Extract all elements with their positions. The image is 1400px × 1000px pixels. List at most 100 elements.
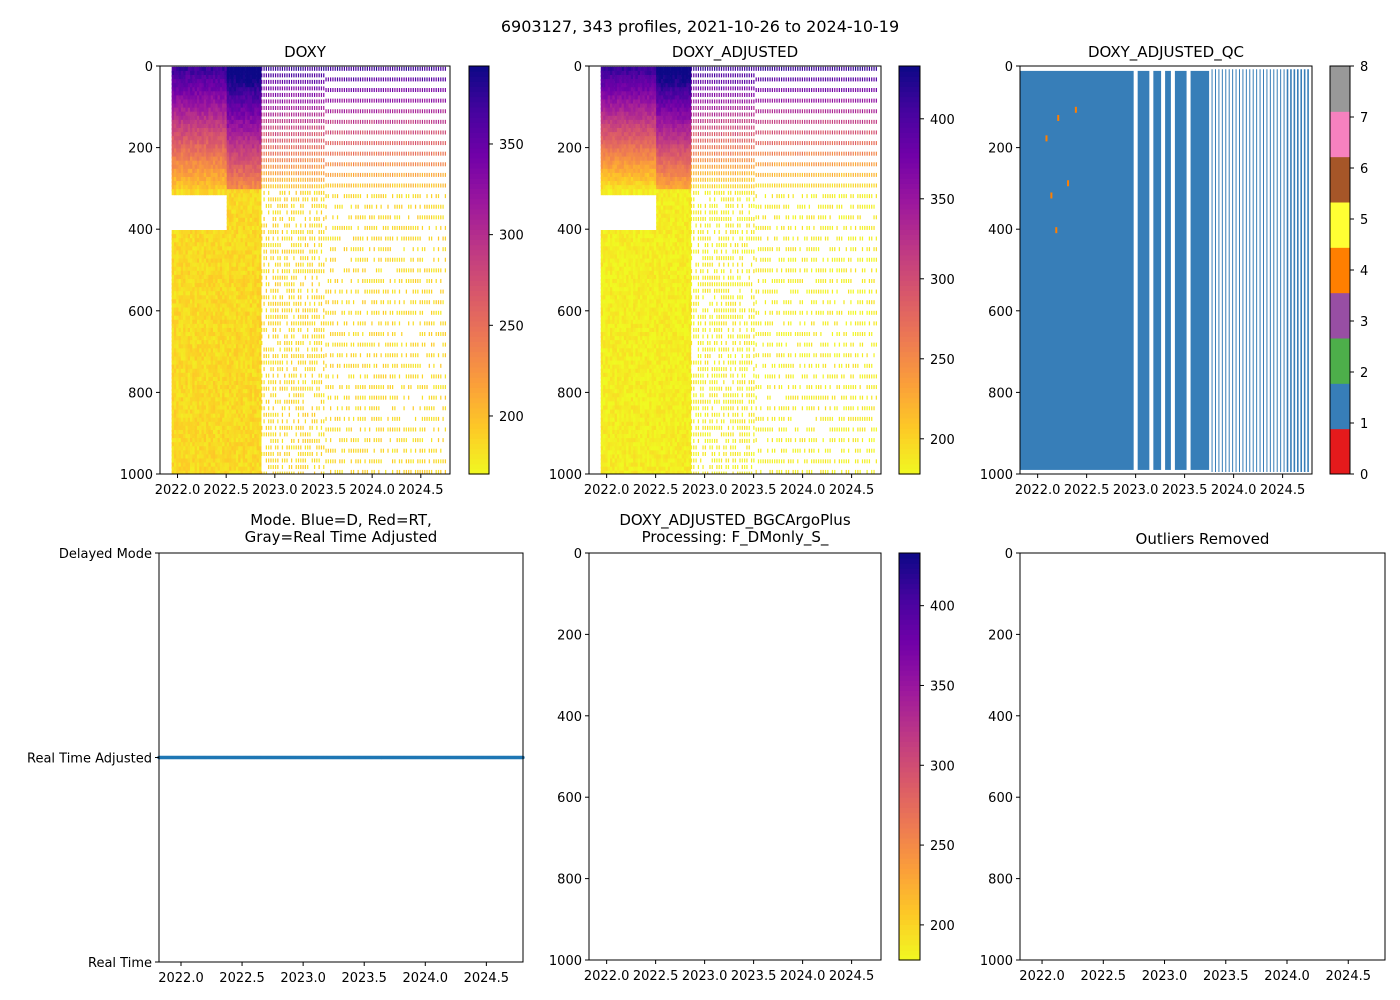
- heatmap-cell: [187, 332, 191, 339]
- heatmap-cell: [229, 238, 232, 245]
- heatmap-cell: [277, 112, 279, 117]
- heatmap-cell: [247, 181, 251, 188]
- heatmap-cell: [192, 454, 195, 461]
- heatmap-cell: [258, 193, 262, 200]
- heatmap-cell: [171, 372, 175, 379]
- heatmap-cell: [199, 172, 202, 179]
- heatmap-cell: [178, 119, 182, 126]
- heatmap-cell: [274, 197, 277, 202]
- heatmap-cell: [254, 193, 257, 200]
- heatmap-cell: [190, 123, 193, 130]
- heatmap-cell: [187, 466, 191, 473]
- heatmap-cell: [187, 319, 191, 326]
- heatmap-cell: [254, 258, 257, 265]
- heatmap-cell: [297, 86, 300, 91]
- heatmap-cell: [270, 367, 272, 372]
- heatmap-cell: [176, 254, 179, 261]
- heatmap-cell: [240, 217, 244, 224]
- heatmap-cell: [254, 348, 257, 355]
- heatmap-cell: [293, 145, 295, 150]
- heatmap-cell: [212, 287, 216, 294]
- heatmap-cell: [219, 450, 223, 457]
- heatmap-cell: [217, 152, 221, 159]
- heatmap-cell: [171, 295, 175, 302]
- heatmap-cell: [256, 79, 260, 86]
- heatmap-cell: [176, 327, 179, 334]
- heatmap-cell: [215, 303, 218, 310]
- heatmap-cell: [302, 138, 304, 143]
- heatmap-cell: [199, 283, 202, 290]
- heatmap-cell: [224, 250, 228, 257]
- heatmap-cell: [183, 352, 186, 359]
- heatmap-cell: [288, 151, 290, 156]
- heatmap-cell: [201, 360, 205, 367]
- heatmap-cell: [245, 164, 248, 171]
- heatmap-cell: [219, 270, 223, 277]
- heatmap-cell: [226, 278, 230, 285]
- heatmap-cell: [229, 368, 232, 375]
- heatmap-cell: [311, 86, 313, 91]
- heatmap-cell: [297, 471, 300, 474]
- heatmap-cell: [247, 438, 251, 445]
- heatmap-cell: [297, 171, 300, 176]
- heatmap-cell: [208, 119, 211, 126]
- heatmap-cell: [208, 262, 211, 269]
- heatmap-cell: [318, 327, 320, 332]
- heatmap-cell: [190, 152, 193, 159]
- heatmap-cell: [192, 144, 195, 151]
- heatmap-cell: [222, 307, 225, 314]
- heatmap-cell: [295, 275, 297, 280]
- heatmap-cell: [199, 450, 202, 457]
- heatmap-cell: [320, 230, 323, 235]
- heatmap-cell: [187, 425, 191, 432]
- heatmap-cell: [300, 314, 302, 319]
- heatmap-cell: [235, 332, 239, 339]
- heatmap-cell: [247, 258, 251, 265]
- heatmap-cell: [215, 417, 218, 424]
- heatmap-cell: [229, 270, 232, 277]
- heatmap-cell: [180, 319, 184, 326]
- heatmap-cell: [247, 421, 251, 428]
- heatmap-cell: [272, 125, 274, 130]
- heatmap-cell: [231, 295, 234, 302]
- heatmap-cell: [217, 434, 221, 441]
- heatmap-cell: [212, 462, 216, 469]
- heatmap-cell: [318, 301, 320, 306]
- heatmap-cell: [206, 470, 209, 474]
- heatmap-cell: [288, 340, 290, 345]
- heatmap-cell: [242, 168, 246, 175]
- heatmap-cell: [183, 446, 186, 453]
- heatmap-cell: [320, 321, 323, 326]
- heatmap-cell: [201, 348, 205, 355]
- heatmap-cell: [277, 119, 279, 124]
- heatmap-cell: [238, 234, 241, 241]
- heatmap-cell: [215, 99, 218, 106]
- heatmap-cell: [254, 470, 257, 474]
- heatmap-cell: [226, 66, 230, 73]
- heatmap-cell: [190, 160, 193, 167]
- heatmap-cell: [231, 246, 234, 253]
- heatmap-cell: [240, 274, 244, 281]
- heatmap-cell: [238, 327, 241, 334]
- heatmap-cell: [291, 92, 293, 97]
- heatmap-cell: [247, 348, 251, 355]
- heatmap-cell: [277, 132, 279, 137]
- heatmap-cell: [203, 103, 207, 110]
- heatmap-cell: [210, 319, 214, 326]
- heatmap-cell: [183, 450, 186, 457]
- heatmap-cell: [217, 364, 221, 371]
- heatmap-cell: [302, 340, 304, 345]
- heatmap-cell: [229, 181, 232, 188]
- heatmap-cell: [185, 111, 189, 118]
- heatmap-cell: [222, 66, 225, 73]
- heatmap-cell: [199, 266, 202, 273]
- heatmap-cell: [242, 201, 246, 208]
- heatmap-cell: [183, 287, 186, 294]
- heatmap-cell: [268, 132, 270, 137]
- heatmap-cell: [183, 336, 186, 343]
- heatmap-cell: [180, 95, 184, 102]
- heatmap-cell: [238, 156, 241, 163]
- heatmap-cell: [185, 172, 189, 179]
- heatmap-cell: [203, 323, 207, 330]
- heatmap-cell: [215, 140, 218, 147]
